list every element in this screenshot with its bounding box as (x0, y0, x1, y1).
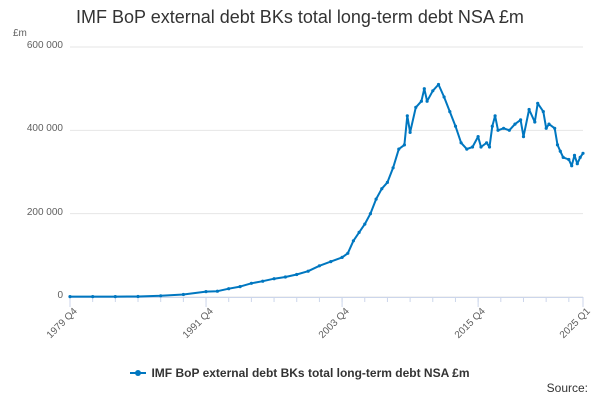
data-point (346, 251, 350, 255)
data-point (422, 87, 426, 91)
data-point (363, 222, 367, 226)
data-point (541, 110, 545, 114)
data-point (485, 141, 489, 145)
data-point (249, 281, 253, 285)
data-point (419, 99, 423, 103)
data-point (113, 295, 117, 299)
data-point (453, 124, 458, 128)
data-point (459, 141, 463, 145)
data-point (227, 287, 231, 291)
data-point (340, 255, 344, 259)
data-point (405, 114, 409, 118)
data-point (68, 295, 72, 299)
data-point (402, 143, 406, 147)
y-tick-label: 600 000 (26, 40, 63, 51)
series-line (69, 83, 584, 298)
data-point (374, 197, 378, 201)
data-point (575, 162, 579, 166)
data-point (397, 147, 401, 151)
data-point (536, 101, 540, 105)
data-point (204, 290, 208, 294)
data-point (283, 275, 287, 279)
source-label: Source: (546, 381, 588, 395)
data-point (425, 99, 429, 103)
y-tick-label: 200 000 (26, 206, 63, 218)
data-point (578, 155, 582, 159)
data-point (351, 239, 355, 243)
legend-series-marker (130, 369, 147, 376)
data-point (385, 180, 389, 184)
data-point (567, 157, 571, 162)
data-point (496, 128, 500, 132)
data-point (215, 289, 219, 293)
data-point (487, 145, 492, 149)
data-point (490, 124, 494, 128)
data-point (570, 164, 574, 168)
data-point (408, 130, 412, 134)
data-point (261, 279, 265, 283)
data-point (555, 143, 560, 147)
y-tick-label: 0 (57, 290, 63, 301)
chart-title: IMF BoP external debt BKs total long-ter… (76, 7, 524, 27)
data-point (442, 95, 446, 99)
data-point (91, 295, 95, 299)
data-point (561, 155, 565, 159)
data-point (414, 105, 418, 109)
data-point (329, 260, 333, 264)
data-point (476, 135, 480, 139)
data-point (238, 285, 242, 289)
data-point (306, 269, 310, 273)
data-point (547, 122, 551, 126)
data-point (465, 147, 469, 151)
data-point (581, 151, 585, 155)
y-axis-unit-label: £m (13, 28, 27, 39)
data-point (558, 149, 562, 153)
data-point (470, 145, 475, 149)
data-point (136, 294, 140, 299)
data-point (159, 294, 163, 298)
data-point (519, 118, 523, 122)
data-point (544, 126, 548, 130)
data-point (380, 187, 384, 191)
data-point (391, 166, 395, 170)
data-point (295, 272, 299, 277)
data-point (521, 135, 526, 139)
data-point (479, 145, 483, 149)
legend[interactable]: IMF BoP external debt BKs total long-ter… (0, 366, 600, 380)
data-point (436, 82, 441, 87)
legend-series-label: IMF BoP external debt BKs total long-ter… (151, 366, 470, 380)
data-point (272, 277, 276, 281)
data-point (502, 126, 506, 130)
data-point (507, 128, 511, 132)
data-point (431, 89, 435, 93)
data-point (357, 230, 361, 234)
data-point (513, 122, 517, 126)
data-point (533, 120, 537, 124)
data-point (181, 292, 185, 297)
data-point (493, 114, 497, 118)
data-point (448, 110, 452, 114)
data-point (317, 264, 321, 268)
data-point (572, 153, 577, 157)
data-point (368, 212, 372, 216)
data-point (553, 126, 557, 130)
data-point (527, 107, 531, 112)
y-tick-label: 400 000 (26, 123, 63, 135)
